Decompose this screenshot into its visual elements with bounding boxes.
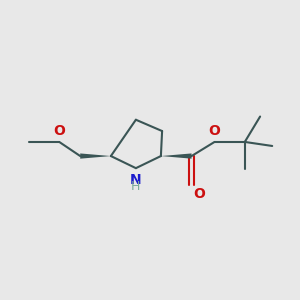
Text: O: O	[53, 124, 65, 138]
Text: O: O	[193, 187, 205, 201]
Text: O: O	[208, 124, 220, 138]
Text: H: H	[131, 180, 141, 193]
Polygon shape	[161, 153, 191, 159]
Polygon shape	[80, 153, 111, 159]
Text: N: N	[130, 173, 142, 187]
